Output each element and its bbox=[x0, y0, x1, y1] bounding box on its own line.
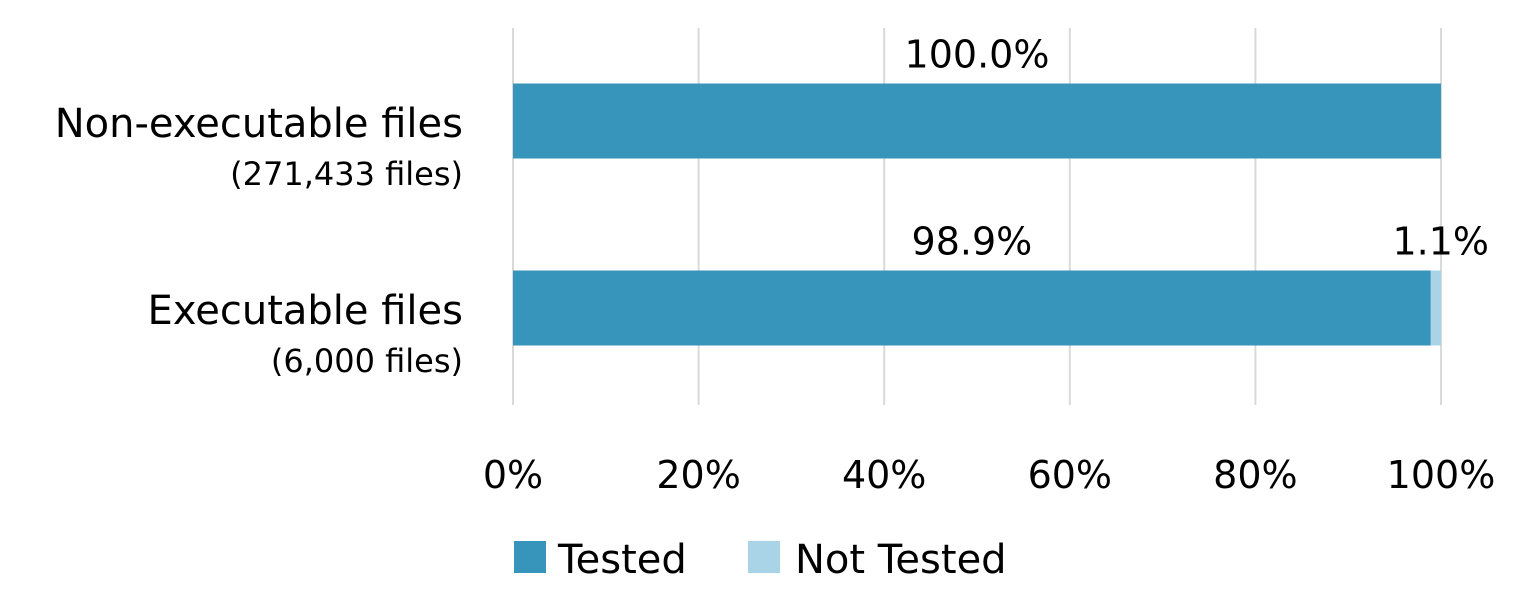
category-label: Executable files bbox=[148, 288, 463, 334]
bar-tested bbox=[513, 270, 1431, 346]
bar-tested bbox=[513, 83, 1441, 159]
x-tick-label: 60% bbox=[1028, 453, 1112, 497]
category-sublabel: (271,433 files) bbox=[230, 155, 463, 193]
data-label: 98.9% bbox=[912, 220, 1033, 264]
x-tick-label: 20% bbox=[656, 453, 740, 497]
category-labels: Non-executable files (271,433 files) Execu… bbox=[55, 101, 463, 380]
legend-label: Not Tested bbox=[795, 537, 1007, 583]
legend-swatch-not-tested bbox=[748, 541, 780, 573]
bar-not-tested bbox=[1430, 270, 1441, 346]
legend-label: Tested bbox=[557, 537, 687, 583]
x-axis-ticks: 0% 20% 40% 60% 80% 100% bbox=[483, 453, 1495, 497]
legend: Tested Not Tested bbox=[514, 537, 1007, 583]
bars bbox=[513, 83, 1441, 346]
data-labels: 100.0% 98.9% 1.1% bbox=[905, 33, 1489, 264]
x-tick-label: 40% bbox=[842, 453, 926, 497]
x-tick-label: 100% bbox=[1387, 453, 1496, 497]
x-tick-label: 0% bbox=[483, 453, 543, 497]
legend-swatch-tested bbox=[514, 541, 546, 573]
x-tick-label: 80% bbox=[1213, 453, 1297, 497]
data-label: 100.0% bbox=[905, 33, 1050, 77]
category-label: Non-executable files bbox=[55, 101, 463, 147]
data-label: 1.1% bbox=[1392, 220, 1489, 264]
category-sublabel: (6,000 files) bbox=[271, 342, 463, 380]
